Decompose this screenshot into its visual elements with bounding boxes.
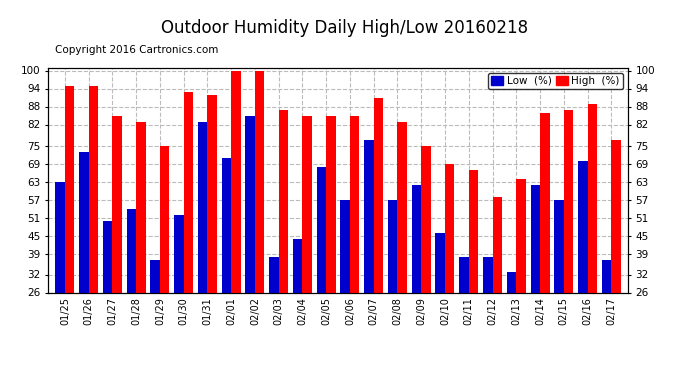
Bar	[374, 98, 383, 292]
Bar	[136, 122, 146, 292]
Bar	[79, 152, 89, 292]
Bar	[302, 116, 312, 292]
Bar	[412, 184, 421, 292]
Bar	[150, 260, 160, 292]
Bar	[160, 146, 170, 292]
Bar	[435, 232, 445, 292]
Bar	[611, 140, 621, 292]
Bar	[279, 110, 288, 292]
Bar	[127, 209, 136, 292]
Bar	[89, 86, 98, 292]
Bar	[483, 256, 493, 292]
Bar	[578, 160, 587, 292]
Bar	[112, 116, 122, 292]
Text: Outdoor Humidity Daily High/Low 20160218: Outdoor Humidity Daily High/Low 20160218	[161, 19, 529, 37]
Bar	[255, 70, 264, 292]
Bar	[198, 122, 208, 292]
Bar	[208, 94, 217, 292]
Bar	[388, 200, 397, 292]
Text: Copyright 2016 Cartronics.com: Copyright 2016 Cartronics.com	[55, 45, 219, 55]
Bar	[587, 104, 597, 292]
Bar	[516, 178, 526, 292]
Bar	[531, 184, 540, 292]
Bar	[602, 260, 611, 292]
Bar	[184, 92, 193, 292]
Bar	[493, 196, 502, 292]
Bar	[421, 146, 431, 292]
Bar	[364, 140, 374, 292]
Bar	[554, 200, 564, 292]
Bar	[103, 220, 112, 292]
Bar	[221, 158, 231, 292]
Bar	[540, 112, 549, 292]
Bar	[317, 166, 326, 292]
Bar	[469, 170, 478, 292]
Bar	[340, 200, 350, 292]
Bar	[350, 116, 359, 292]
Bar	[326, 116, 336, 292]
Bar	[445, 164, 455, 292]
Bar	[506, 272, 516, 292]
Bar	[174, 214, 184, 292]
Legend: Low  (%), High  (%): Low (%), High (%)	[488, 73, 622, 89]
Bar	[293, 238, 302, 292]
Bar	[564, 110, 573, 292]
Bar	[55, 182, 65, 292]
Bar	[397, 122, 407, 292]
Bar	[460, 256, 469, 292]
Bar	[65, 86, 75, 292]
Bar	[231, 70, 241, 292]
Bar	[246, 116, 255, 292]
Bar	[269, 256, 279, 292]
